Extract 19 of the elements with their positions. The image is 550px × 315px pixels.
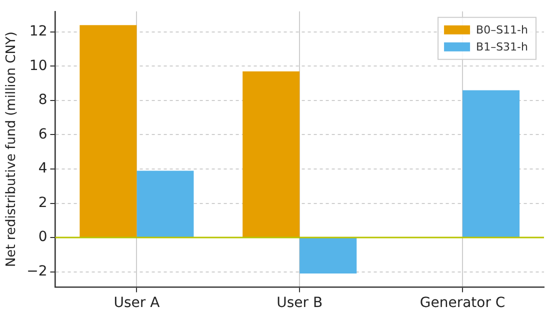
y-tick-label: 4 bbox=[38, 160, 48, 177]
y-axis-title: Net redistributive fund (million CNY) bbox=[4, 32, 20, 268]
y-tick-label: −2 bbox=[26, 263, 48, 280]
legend-label: B0–S11-h bbox=[476, 23, 528, 36]
y-tick-label: 0 bbox=[38, 229, 48, 246]
bar bbox=[300, 238, 357, 274]
bar bbox=[80, 25, 137, 238]
bar bbox=[242, 71, 300, 238]
legend-label: B1–S31-h bbox=[476, 40, 528, 54]
bar bbox=[136, 170, 194, 238]
x-tick-label: Generator C bbox=[420, 295, 506, 312]
y-tick-label: 8 bbox=[38, 92, 48, 108]
bar bbox=[462, 90, 520, 238]
x-tick-label: User A bbox=[114, 295, 160, 312]
y-tick-label: 10 bbox=[29, 58, 48, 74]
x-tick-label: User B bbox=[276, 295, 323, 312]
y-tick-label: 2 bbox=[38, 194, 48, 211]
y-tick-label: 12 bbox=[29, 24, 48, 40]
y-tick-label: 6 bbox=[38, 126, 48, 142]
